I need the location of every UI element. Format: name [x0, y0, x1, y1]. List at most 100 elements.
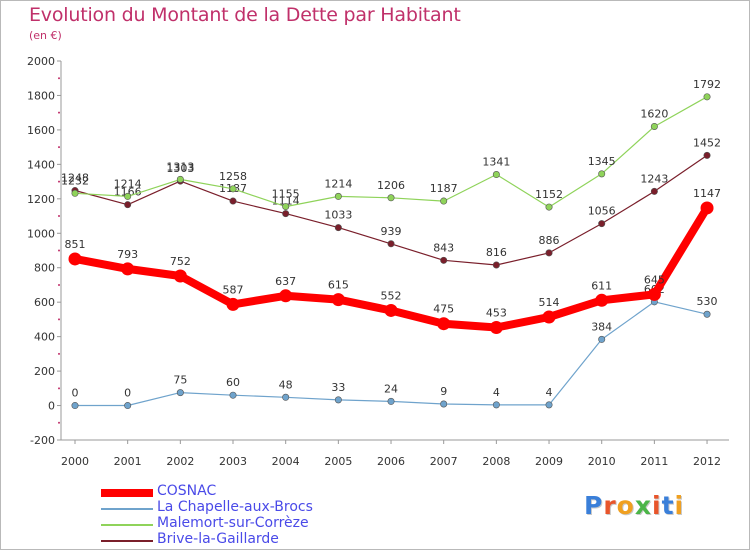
proxiti-logo: Proxiti	[584, 491, 685, 520]
data-point-brive-la-gaillarde	[124, 201, 132, 209]
data-point-cosnac	[331, 293, 345, 307]
data-label-malemort-sur-correze: 1214	[324, 177, 352, 190]
data-point-cosnac	[437, 317, 451, 331]
data-label-malemort-sur-correze: 1206	[377, 179, 405, 192]
axes: -200020040060080010001200140016001800200…	[27, 55, 729, 468]
y-tick-label: -200	[30, 434, 55, 447]
data-label-malemort-sur-correze: 1345	[588, 155, 616, 168]
data-label-cosnac: 552	[381, 289, 402, 302]
data-point-malemort-sur-correze	[703, 93, 711, 101]
y-minor-tick	[58, 111, 60, 114]
data-point-la-chapelle-aux-brocs	[334, 396, 342, 404]
y-tick-label: 1400	[27, 158, 55, 171]
series-malemort-sur-correze: 1232 1214 1313 1258 1155 1214 1206 1187 1341 1152…	[61, 78, 721, 211]
data-label-la-chapelle-aux-brocs: 0	[124, 387, 131, 400]
data-label-brive-la-gaillarde: 1303	[166, 162, 194, 175]
data-label-brive-la-gaillarde: 816	[486, 246, 507, 259]
data-label-la-chapelle-aux-brocs: 48	[279, 378, 293, 391]
y-minor-tick	[58, 283, 60, 286]
y-tick-label: 600	[34, 296, 55, 309]
data-label-malemort-sur-correze: 1152	[535, 188, 563, 201]
data-label-cosnac: 587	[223, 283, 244, 296]
data-point-brive-la-gaillarde	[282, 210, 290, 218]
data-point-brive-la-gaillarde	[703, 151, 711, 159]
data-label-cosnac: 752	[170, 255, 191, 268]
data-point-brive-la-gaillarde	[545, 249, 553, 257]
data-label-la-chapelle-aux-brocs: 384	[591, 320, 612, 333]
y-tick-label: 400	[34, 331, 55, 344]
data-point-la-chapelle-aux-brocs	[598, 335, 606, 343]
x-tick-label: 2011	[640, 455, 668, 468]
y-minor-tick	[58, 180, 60, 183]
data-point-la-chapelle-aux-brocs	[124, 402, 132, 410]
chart-title: Evolution du Montant de la Dette par Hab…	[29, 4, 461, 26]
x-tick-label: 2007	[430, 455, 458, 468]
data-label-brive-la-gaillarde: 886	[539, 234, 560, 247]
legend-swatch	[101, 489, 153, 497]
data-label-la-chapelle-aux-brocs: 530	[697, 295, 718, 308]
legend-swatch	[101, 508, 153, 510]
data-point-malemort-sur-correze	[387, 194, 395, 202]
data-point-malemort-sur-correze	[229, 185, 237, 193]
data-point-la-chapelle-aux-brocs	[387, 397, 395, 405]
data-label-cosnac: 453	[486, 307, 507, 320]
data-label-brive-la-gaillarde: 1056	[588, 205, 616, 218]
data-label-malemort-sur-correze: 1187	[430, 182, 458, 195]
data-label-cosnac: 645	[644, 273, 665, 286]
data-point-malemort-sur-correze	[492, 171, 500, 179]
data-label-la-chapelle-aux-brocs: 33	[331, 381, 345, 394]
data-point-cosnac	[279, 289, 293, 303]
x-tick-label: 2006	[377, 455, 405, 468]
data-label-brive-la-gaillarde: 843	[433, 241, 454, 254]
y-minor-tick	[58, 215, 60, 218]
x-tick-label: 2008	[482, 455, 510, 468]
data-label-la-chapelle-aux-brocs: 4	[493, 386, 500, 399]
data-label-la-chapelle-aux-brocs: 75	[173, 374, 187, 387]
legend-swatch	[101, 540, 153, 542]
data-label-cosnac: 851	[65, 238, 86, 251]
y-tick-label: 1000	[27, 227, 55, 240]
data-label-malemort-sur-correze: 1792	[693, 78, 721, 91]
data-label-brive-la-gaillarde: 1452	[693, 136, 721, 149]
y-tick-label: 0	[48, 400, 55, 413]
data-label-malemort-sur-correze: 1155	[272, 188, 300, 201]
y-minor-tick	[58, 77, 60, 80]
y-tick-label: 200	[34, 365, 55, 378]
data-label-brive-la-gaillarde: 939	[381, 225, 402, 238]
data-label-malemort-sur-correze: 1258	[219, 170, 247, 183]
data-label-la-chapelle-aux-brocs: 24	[384, 382, 398, 395]
data-point-brive-la-gaillarde	[650, 187, 658, 195]
y-minor-tick	[58, 352, 60, 355]
data-point-cosnac	[542, 310, 556, 324]
legend-label: Brive-la-Gaillarde	[157, 531, 279, 547]
x-tick-label: 2009	[535, 455, 563, 468]
x-tick-label: 2000	[61, 455, 89, 468]
data-label-brive-la-gaillarde: 1033	[324, 209, 352, 222]
data-label-brive-la-gaillarde: 1248	[61, 172, 89, 185]
data-point-cosnac	[489, 321, 503, 335]
data-label-malemort-sur-correze: 1341	[482, 156, 510, 169]
data-label-la-chapelle-aux-brocs: 60	[226, 376, 240, 389]
legend-swatch	[101, 524, 153, 526]
data-point-brive-la-gaillarde	[492, 261, 500, 269]
data-point-la-chapelle-aux-brocs	[440, 400, 448, 408]
data-point-cosnac	[595, 293, 609, 307]
data-point-brive-la-gaillarde	[387, 240, 395, 248]
data-point-malemort-sur-correze	[545, 203, 553, 211]
data-point-cosnac	[226, 297, 240, 311]
data-label-la-chapelle-aux-brocs: 0	[72, 387, 79, 400]
data-label-la-chapelle-aux-brocs: 4	[546, 386, 553, 399]
legend-label: La Chapelle-aux-Brocs	[157, 499, 313, 515]
data-label-cosnac: 611	[591, 279, 612, 292]
data-label-cosnac: 1147	[693, 187, 721, 200]
data-point-cosnac	[384, 303, 398, 317]
data-label-cosnac: 793	[117, 248, 138, 261]
y-tick-label: 1600	[27, 124, 55, 137]
chart-subtitle: (en €)	[29, 29, 62, 42]
data-point-brive-la-gaillarde	[440, 256, 448, 264]
legend-label: COSNAC	[157, 483, 217, 499]
x-tick-label: 2010	[588, 455, 616, 468]
y-minor-tick	[58, 421, 60, 424]
